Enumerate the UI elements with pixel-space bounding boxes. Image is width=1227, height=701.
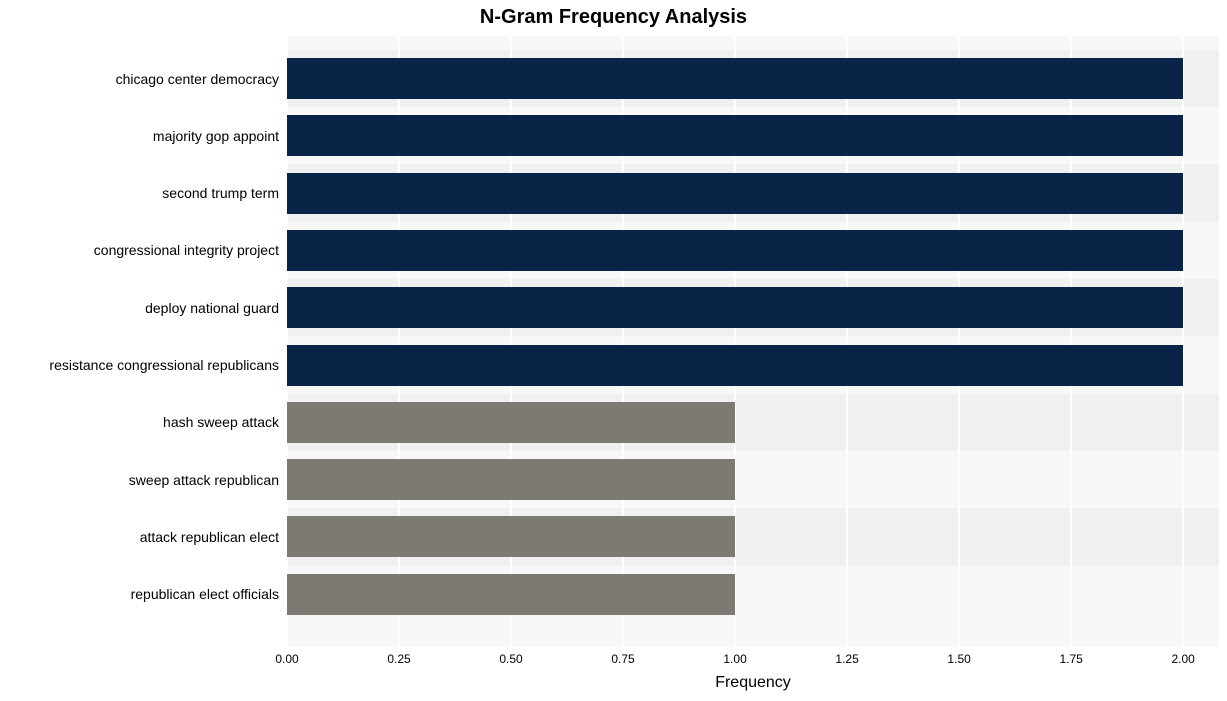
y-tick-label: hash sweep attack (0, 415, 279, 429)
bar (287, 402, 735, 443)
y-tick-label: congressional integrity project (0, 243, 279, 257)
y-tick-label: republican elect officials (0, 587, 279, 601)
bar (287, 516, 735, 557)
bar (287, 459, 735, 500)
bar (287, 115, 1183, 156)
x-axis-label: Frequency (287, 674, 1219, 692)
x-tick-label: 0.00 (275, 652, 298, 666)
y-tick-label: chicago center democracy (0, 72, 279, 86)
x-tick-label: 1.25 (835, 652, 858, 666)
chart-container: N-Gram Frequency Analysis chicago center… (0, 0, 1227, 701)
y-tick-label: second trump term (0, 186, 279, 200)
y-tick-label: sweep attack republican (0, 473, 279, 487)
plot-area (287, 36, 1219, 647)
x-tick-label: 0.25 (387, 652, 410, 666)
bar (287, 345, 1183, 386)
chart-title: N-Gram Frequency Analysis (0, 6, 1227, 29)
x-tick-label: 0.75 (611, 652, 634, 666)
y-tick-label: deploy national guard (0, 301, 279, 315)
bar (287, 230, 1183, 271)
bar (287, 58, 1183, 99)
bar (287, 287, 1183, 328)
x-tick-label: 2.00 (1171, 652, 1194, 666)
y-tick-label: attack republican elect (0, 530, 279, 544)
x-tick-label: 0.50 (499, 652, 522, 666)
bar (287, 173, 1183, 214)
y-tick-label: majority gop appoint (0, 129, 279, 143)
x-tick-label: 1.50 (947, 652, 970, 666)
bar (287, 574, 735, 615)
x-tick-label: 1.75 (1059, 652, 1082, 666)
x-tick-label: 1.00 (723, 652, 746, 666)
y-tick-label: resistance congressional republicans (0, 358, 279, 372)
